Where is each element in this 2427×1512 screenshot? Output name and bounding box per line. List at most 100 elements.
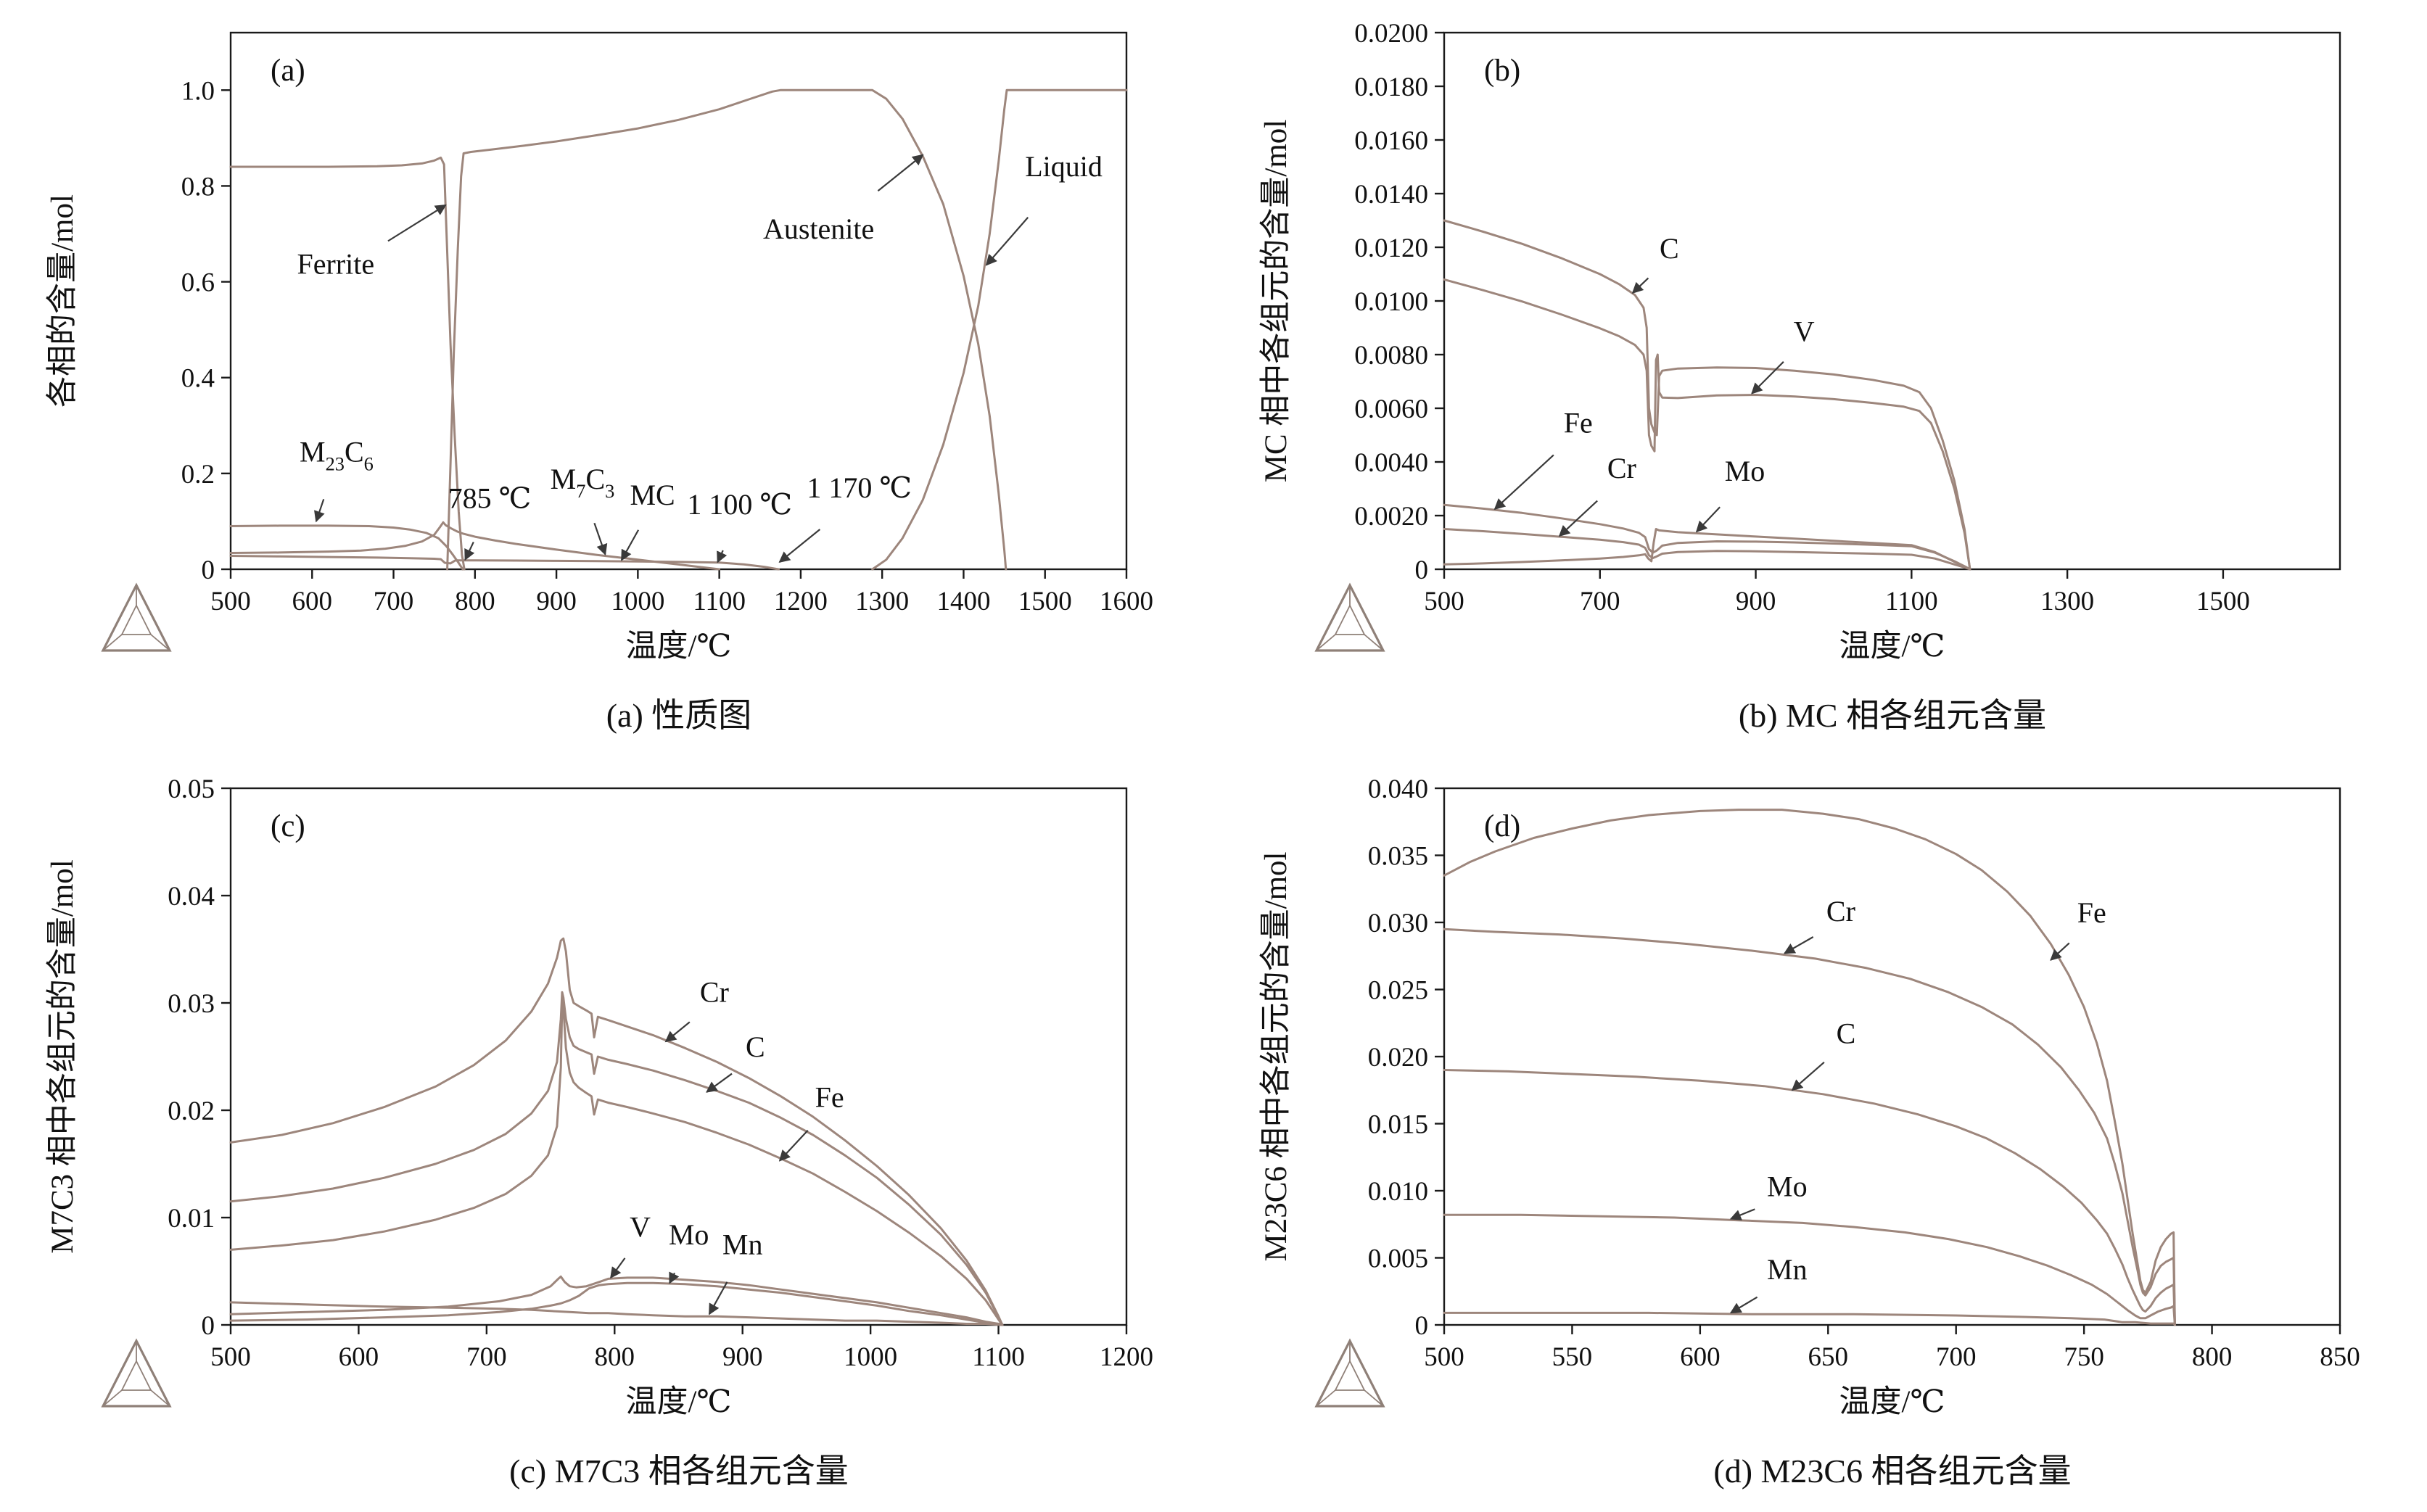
- chart-m7c3-phase-composition: 500 600 700 800 900 1000 1100 1200 0 0.01 0.02 0.03…: [20, 763, 1166, 1445]
- series-line-mn: [1443, 1311, 2176, 1326]
- panel-b-mc-phase: 500 700 900 1100 1300 1500 0 0.0020 0.0040 0.0060…: [1214, 0, 2427, 756]
- panel-d-m23c6-phase: 500 550 600 650 700 750 800 850 0 0.005 0.010 0.015…: [1214, 756, 2427, 1511]
- plot-frame: [1443, 31, 2341, 571]
- y-tick-label: 0.020: [1368, 1043, 1428, 1073]
- x-tick-label: 550: [1552, 1342, 1593, 1372]
- annotation-arrow-mn: [1729, 1296, 1758, 1314]
- y-axis-label: MC 相中各组元的含量/mol: [1258, 120, 1293, 483]
- annotation-arrow-mc: [620, 529, 640, 561]
- series-line-fe: [1443, 809, 2176, 1326]
- x-tick-label: 800: [455, 587, 495, 616]
- chart-svg-b: 500 700 900 1100 1300 1500 0 0.0020 0.0040 0.0060…: [1258, 19, 2341, 664]
- panel-letter: (c): [271, 809, 305, 843]
- annotation-arrow-temp-785: [464, 541, 475, 561]
- y-tick-label: 0.02: [168, 1096, 215, 1126]
- series-line-c: [1443, 1069, 2176, 1326]
- x-tick-label: 500: [210, 1342, 251, 1372]
- y-tick-label: 0.0140: [1354, 180, 1428, 210]
- series-line-mn: [229, 1301, 1004, 1326]
- annotation-temp-785: 785 ℃: [448, 482, 532, 514]
- y-tick-label: 0.0020: [1354, 502, 1428, 532]
- thermocalc-triangle-logo: [101, 582, 172, 652]
- y-tick-label: 0.01: [168, 1204, 215, 1234]
- annotation-arrow-mn: [708, 1281, 728, 1315]
- y-tick-label: 0.4: [181, 364, 215, 394]
- caption-a: (a) 性质图: [606, 697, 752, 734]
- x-tick-label: 850: [2320, 1342, 2360, 1372]
- y-tick-label: 0.005: [1368, 1244, 1428, 1274]
- caption-c: (c) M7C3 相各组元含量: [509, 1453, 849, 1490]
- annotation-temp-1100: 1 100 ℃: [687, 488, 792, 521]
- annotation-arrow-ferrite: [387, 204, 447, 242]
- annotation-temp-1170: 1 170 ℃: [807, 471, 912, 504]
- y-tick-label: 0.035: [1368, 842, 1428, 872]
- thermocalc-triangle-logo: [101, 1338, 172, 1408]
- panel-letter: (d): [1484, 809, 1520, 843]
- y-axis-label: 各相的含量/mol: [45, 194, 80, 408]
- x-tick-label: 500: [1424, 1342, 1464, 1372]
- x-axis-label: 温度/℃: [1839, 629, 1945, 664]
- x-tick-label: 700: [374, 587, 414, 616]
- series-line-m23c6: [229, 524, 464, 571]
- annotation-austenite: Austenite: [763, 212, 874, 245]
- annotation-c: C: [746, 1030, 765, 1063]
- x-tick-label: 700: [1580, 587, 1620, 616]
- panel-c-m7c3-phase: 500 600 700 800 900 1000 1100 1200 0 0.01 0.02 0.03…: [0, 756, 1214, 1511]
- series-line-fe: [229, 1001, 1004, 1326]
- annotation-arrow-c: [1791, 1061, 1825, 1091]
- y-tick-label: 0.03: [168, 989, 215, 1019]
- x-tick-label: 750: [2064, 1342, 2104, 1372]
- annotation-arrow-temp-1170: [778, 529, 821, 563]
- x-tick-label: 1300: [2040, 587, 2094, 616]
- x-tick-label: 1000: [844, 1342, 897, 1372]
- x-tick-label: 1100: [1885, 587, 1938, 616]
- panel-letter: (a): [271, 54, 305, 88]
- annotation-arrow-mo: [1729, 1208, 1755, 1220]
- y-tick-label: 0.0060: [1354, 394, 1428, 424]
- x-tick-label: 1600: [1100, 587, 1153, 616]
- thermocalc-triangle-logo: [1314, 582, 1385, 652]
- x-axis-label: 温度/℃: [1839, 1385, 1945, 1419]
- chart-property-diagram: 500 600 700 800 900 1000 1100 1200 1300 1400 1500 1…: [20, 7, 1166, 689]
- chart-mc-phase-composition: 500 700 900 1100 1300 1500 0 0.0020 0.0040 0.0060…: [1234, 7, 2380, 689]
- annotation-arrow-temp-1100: [717, 550, 728, 563]
- series-line-mc: [229, 555, 780, 571]
- chart-svg-d: 500 550 600 650 700 750 800 850 0 0.005 0.010 0.015…: [1258, 774, 2360, 1419]
- annotation-ferrite: Ferrite: [297, 247, 375, 280]
- series-line-fe: [1443, 503, 1971, 571]
- annotation-arrow-mo: [669, 1271, 680, 1284]
- annotation-mn: Mn: [722, 1228, 763, 1260]
- series-line-liquid: [871, 88, 1128, 571]
- x-tick-label: 1100: [972, 1342, 1025, 1372]
- annotation-m7c3: M7C3: [551, 463, 615, 502]
- annotation-cr: Cr: [1607, 452, 1636, 484]
- series-line-c: [229, 991, 1004, 1326]
- annotation-v: V: [630, 1211, 651, 1244]
- annotation-arrow-cr: [664, 1021, 691, 1043]
- x-tick-label: 1400: [936, 587, 990, 616]
- y-tick-label: 0: [1415, 555, 1429, 585]
- annotation-mc: MC: [630, 479, 675, 511]
- series-line-v: [1443, 278, 1971, 571]
- x-axis-label: 温度/℃: [625, 1385, 731, 1419]
- x-tick-label: 900: [722, 1342, 763, 1372]
- series-line-mo: [1443, 528, 1971, 571]
- annotation-arrow-v: [610, 1257, 626, 1279]
- thermocalc-triangle-logo: [1314, 1338, 1385, 1408]
- annotation-mo: Mo: [1767, 1170, 1808, 1202]
- y-tick-label: 0: [202, 555, 215, 585]
- y-tick-label: 0.0100: [1354, 287, 1428, 317]
- y-axis-label: M23C6 相中各组元的含量/mol: [1258, 851, 1293, 1261]
- annotation-c: C: [1837, 1017, 1856, 1050]
- x-tick-label: 1100: [693, 587, 746, 616]
- plot-frame: [1443, 787, 2341, 1326]
- y-tick-label: 1.0: [181, 76, 215, 106]
- series-line-mo: [1443, 1213, 2176, 1326]
- x-tick-label: 1300: [855, 587, 909, 616]
- x-tick-label: 900: [536, 587, 577, 616]
- y-tick-label: 0.0040: [1354, 448, 1428, 478]
- y-tick-label: 0.05: [168, 774, 215, 804]
- y-tick-label: 0.6: [181, 268, 215, 298]
- annotation-arrow-austenite: [877, 154, 924, 192]
